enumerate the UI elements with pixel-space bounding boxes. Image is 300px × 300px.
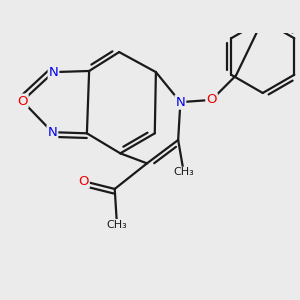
- Text: N: N: [176, 96, 185, 109]
- Text: O: O: [17, 94, 28, 107]
- Text: N: N: [49, 66, 58, 79]
- Text: CH₃: CH₃: [173, 167, 194, 177]
- Text: CH₃: CH₃: [106, 220, 127, 230]
- Text: O: O: [78, 175, 89, 188]
- Text: N: N: [47, 126, 57, 139]
- Text: O: O: [206, 93, 217, 106]
